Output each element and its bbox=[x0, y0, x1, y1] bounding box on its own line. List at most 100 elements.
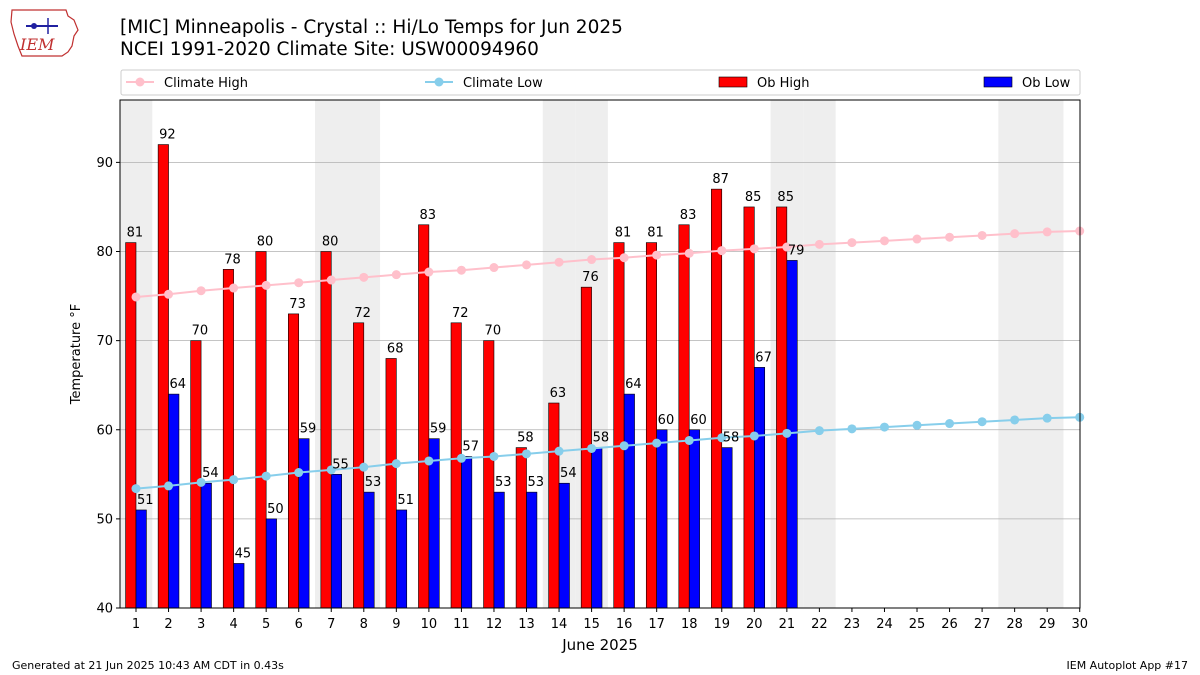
ob-high-label: 72 bbox=[354, 306, 371, 321]
climate-low-marker bbox=[196, 477, 206, 487]
climate-high-marker bbox=[1042, 227, 1052, 237]
ob-high-label: 70 bbox=[192, 324, 209, 339]
ob-high-bar bbox=[385, 358, 397, 609]
climate-low-marker bbox=[879, 422, 889, 432]
ob-low-bar bbox=[591, 447, 603, 609]
ob-high-label: 81 bbox=[127, 226, 144, 241]
ob-low-label: 55 bbox=[332, 457, 349, 472]
x-tick-label: 30 bbox=[1071, 617, 1088, 632]
y-tick-label: 90 bbox=[96, 156, 113, 171]
climate-low-legend-marker bbox=[434, 77, 444, 87]
climate-low-marker bbox=[554, 446, 564, 456]
climate-high-line bbox=[135, 230, 1080, 298]
ob-high-label: 58 bbox=[517, 431, 534, 446]
x-tick-label: 28 bbox=[1006, 617, 1023, 632]
ob-low-label: 67 bbox=[755, 350, 772, 365]
ob-high-bar bbox=[483, 340, 495, 609]
ob-high-bar bbox=[190, 340, 202, 609]
ob-low-bar bbox=[461, 456, 473, 609]
ob-high-bar bbox=[418, 224, 430, 609]
climate-high-marker bbox=[684, 248, 694, 258]
climate-high-legend-marker bbox=[135, 77, 145, 87]
chart-subtitle: NCEI 1991-2020 Climate Site: USW00094960 bbox=[120, 39, 539, 60]
x-tick-label: 8 bbox=[360, 617, 368, 632]
legend-box bbox=[120, 69, 1081, 96]
ob-low-label: 54 bbox=[560, 466, 577, 481]
ob-high-bar bbox=[157, 144, 169, 609]
x-tick-label: 10 bbox=[421, 617, 438, 632]
x-tick-label: 26 bbox=[941, 617, 958, 632]
ob-low-bar bbox=[754, 367, 766, 609]
ob-low-label: 58 bbox=[593, 431, 610, 446]
climate-high-marker bbox=[619, 253, 629, 263]
x-tick-label: 21 bbox=[779, 617, 796, 632]
climate-low-marker bbox=[782, 428, 792, 438]
ob-low-label: 59 bbox=[300, 422, 317, 437]
climate-low-marker bbox=[391, 459, 401, 469]
climate-low-marker bbox=[619, 441, 629, 451]
x-tick-label: 27 bbox=[974, 617, 991, 632]
ob-high-bar bbox=[743, 206, 755, 609]
ob-low-bar bbox=[330, 474, 342, 609]
climate-low-marker bbox=[229, 475, 239, 485]
ob-high-label: 80 bbox=[257, 235, 274, 250]
climate-high-marker bbox=[456, 265, 466, 275]
climate-high-marker bbox=[879, 236, 889, 246]
ob-high-label: 83 bbox=[680, 208, 697, 223]
climate-high-marker bbox=[945, 232, 955, 242]
legend: Climate High Climate Low Ob High Ob Low bbox=[120, 69, 1081, 96]
ob-high-bar bbox=[776, 206, 788, 609]
y-tick-label: 40 bbox=[96, 602, 113, 617]
climate-low-legend-label: Climate Low bbox=[463, 76, 543, 91]
x-tick-label: 5 bbox=[262, 617, 270, 632]
ob-low-bar bbox=[168, 393, 180, 609]
x-tick-label: 2 bbox=[164, 617, 172, 632]
x-tick-label: 29 bbox=[1039, 617, 1056, 632]
app-note: IEM Autoplot App #17 bbox=[1066, 659, 1189, 672]
ob-low-bar bbox=[363, 491, 375, 609]
ob-high-bar bbox=[222, 269, 234, 609]
climate-low-marker bbox=[717, 433, 727, 443]
x-tick-label: 14 bbox=[551, 617, 568, 632]
ob-low-bar bbox=[493, 491, 505, 609]
ob-high-label: 85 bbox=[745, 190, 762, 205]
ob-high-bar bbox=[645, 242, 657, 609]
x-tick-label: 18 bbox=[681, 617, 698, 632]
ob-low-label: 57 bbox=[462, 439, 479, 454]
climate-low-marker bbox=[1042, 413, 1052, 423]
ob-high-legend-label: Ob High bbox=[757, 76, 810, 91]
climate-high-marker bbox=[847, 238, 857, 248]
ob-high-label: 81 bbox=[615, 226, 632, 241]
x-tick-label: 13 bbox=[518, 617, 535, 632]
ob-high-label: 70 bbox=[485, 324, 502, 339]
ob-low-legend-swatch bbox=[983, 76, 1013, 88]
climate-low-marker bbox=[684, 435, 694, 445]
ob-low-bar bbox=[200, 482, 212, 609]
climate-low-marker bbox=[1010, 415, 1020, 425]
y-tick-label: 70 bbox=[96, 334, 113, 349]
x-tick-label: 17 bbox=[648, 617, 665, 632]
climate-low-marker bbox=[749, 431, 759, 441]
climate-low-marker bbox=[294, 468, 304, 478]
ob-low-label: 58 bbox=[723, 431, 740, 446]
x-tick-label: 6 bbox=[295, 617, 303, 632]
ob-high-label: 72 bbox=[452, 306, 469, 321]
ob-low-bar bbox=[721, 447, 733, 609]
x-tick-label: 1 bbox=[132, 617, 140, 632]
x-tick-label: 23 bbox=[844, 617, 861, 632]
ob-low-label: 79 bbox=[788, 243, 805, 258]
climate-high-marker bbox=[587, 255, 597, 265]
climate-high-marker bbox=[131, 292, 141, 302]
ob-low-label: 59 bbox=[430, 422, 447, 437]
climate-low-marker bbox=[326, 465, 336, 475]
x-tick-label: 12 bbox=[486, 617, 503, 632]
ob-low-bar bbox=[558, 482, 570, 609]
ob-high-label: 81 bbox=[647, 226, 664, 241]
ob-low-label: 64 bbox=[170, 377, 187, 392]
climate-high-marker bbox=[1010, 229, 1020, 239]
ob-high-bar bbox=[515, 447, 527, 609]
ob-high-label: 85 bbox=[777, 190, 794, 205]
ob-low-bar bbox=[526, 491, 538, 609]
ob-low-bar bbox=[396, 509, 408, 609]
